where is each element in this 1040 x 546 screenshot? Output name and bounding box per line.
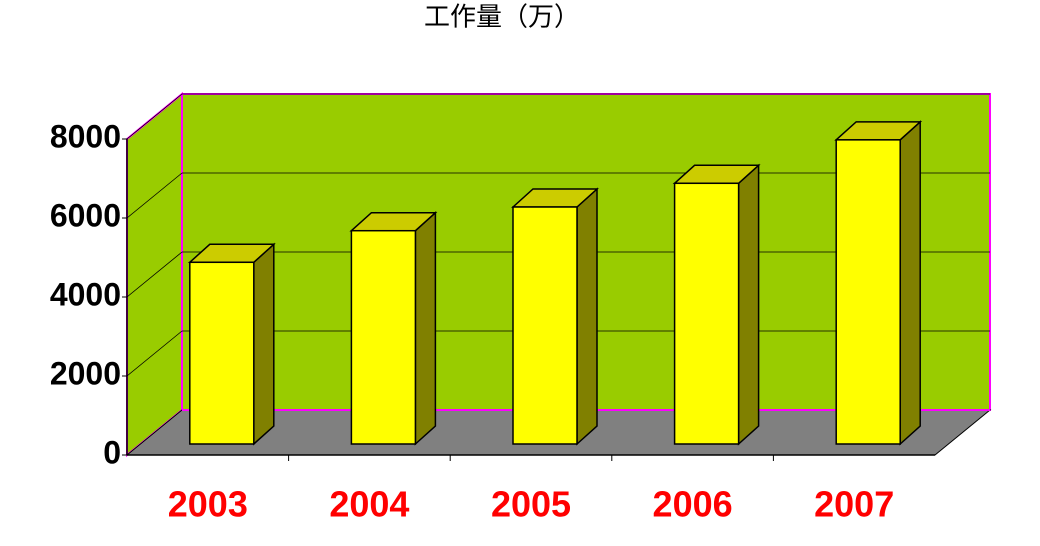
x-tick-label: 2003	[168, 484, 248, 525]
y-tick-label: 4000	[50, 276, 121, 312]
bar	[350, 229, 417, 445]
y-tick-label: 2000	[50, 355, 121, 391]
grid-line	[126, 251, 183, 298]
bar	[673, 182, 740, 445]
grid-line	[126, 172, 183, 219]
bar-side	[414, 211, 437, 446]
bar-side	[253, 242, 275, 446]
x-tick-label: 2004	[329, 484, 409, 525]
grid-line	[126, 93, 183, 140]
bar	[512, 206, 578, 445]
x-tick-label: 2007	[814, 484, 894, 525]
y-tick-label: 0	[103, 434, 121, 470]
bar-side	[576, 187, 598, 446]
chart-title: 工作量（万）	[424, 3, 580, 33]
y-tick-label: 6000	[50, 197, 121, 233]
bar	[835, 139, 901, 445]
bar-side	[737, 163, 760, 446]
grid-line	[126, 330, 183, 377]
bar	[189, 261, 255, 445]
bar-side	[899, 120, 921, 446]
x-tick-label: 2005	[491, 484, 571, 525]
y-tick-label: 8000	[50, 118, 121, 154]
x-tick-label: 2006	[653, 484, 733, 525]
